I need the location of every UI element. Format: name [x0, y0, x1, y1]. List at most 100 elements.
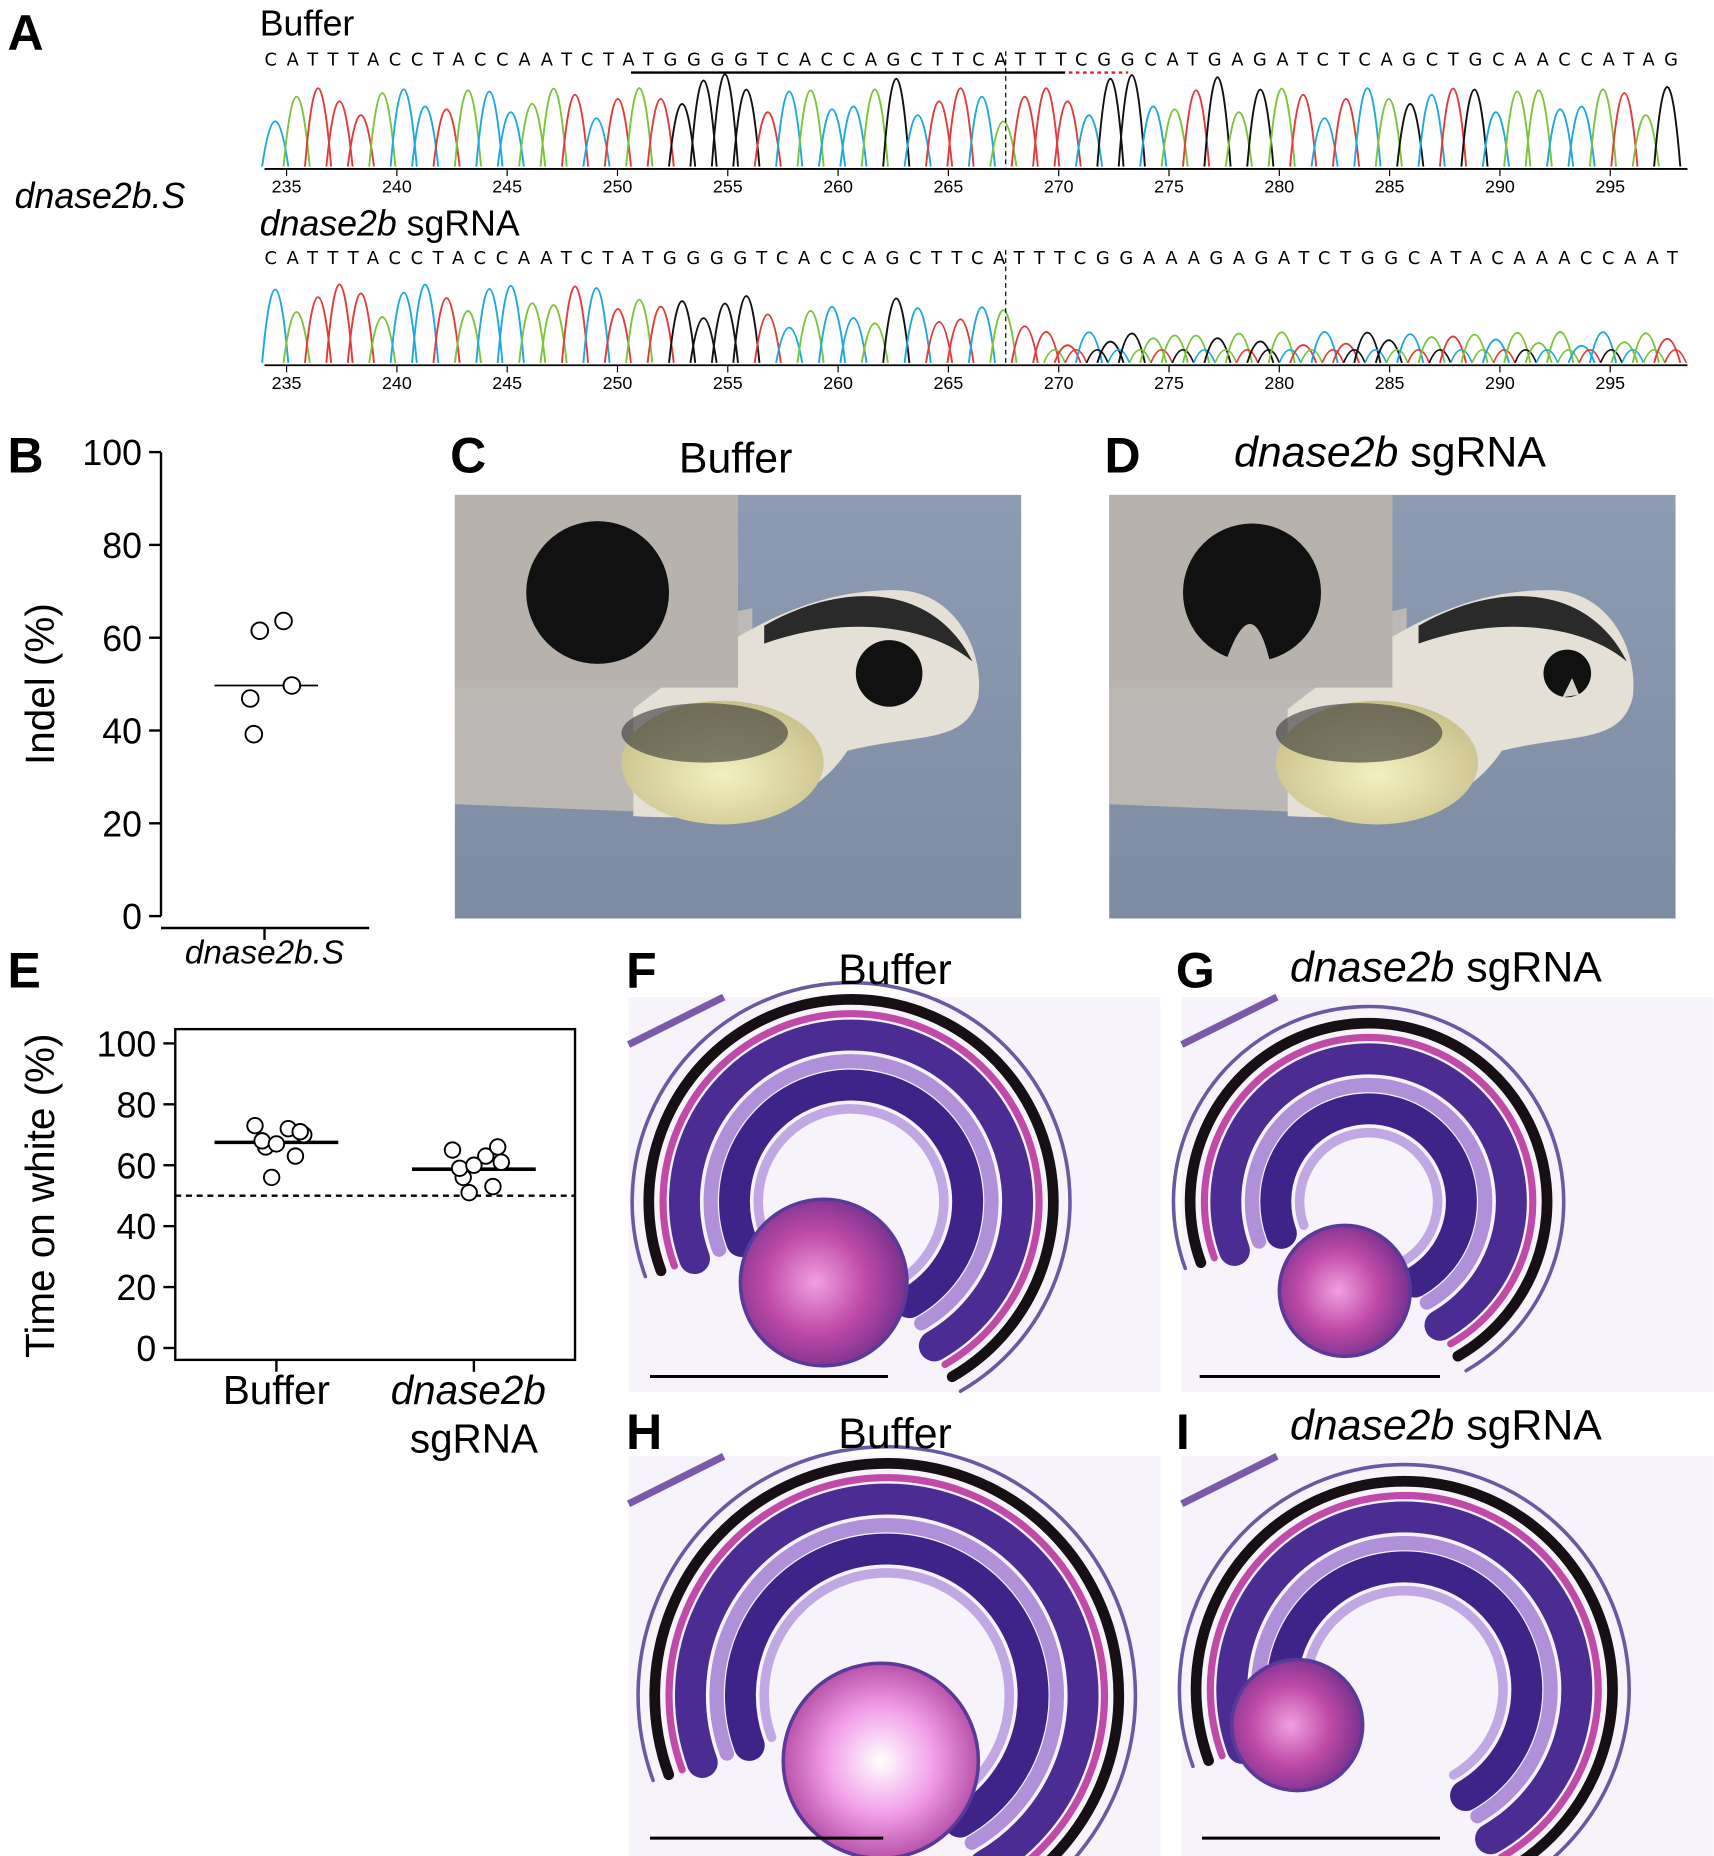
- position-label: 280: [1264, 177, 1294, 197]
- trace-peak: [625, 87, 654, 167]
- trace-peak: [1588, 88, 1618, 167]
- position-label: 270: [1044, 373, 1074, 393]
- trace-peak: [282, 95, 311, 167]
- pigment: [1275, 703, 1443, 763]
- trace-peak: [475, 288, 504, 363]
- data-point: [274, 611, 293, 631]
- y-tick-label: 0: [136, 1329, 156, 1369]
- trace-peak: [1503, 90, 1532, 167]
- trace-peak: [560, 285, 590, 363]
- coloboma: [1225, 624, 1270, 662]
- tissue: [626, 993, 726, 1048]
- trace-peak: [1546, 331, 1575, 364]
- trace-peak: [1171, 348, 1195, 364]
- data-point: [484, 1177, 502, 1196]
- retina-layer: [1177, 1462, 1631, 1856]
- trace-peak: [411, 283, 440, 363]
- pigment: [1418, 596, 1627, 662]
- trace-peak: [1182, 89, 1211, 167]
- trace-peak: [1599, 348, 1623, 364]
- panel-label: G: [1176, 942, 1215, 998]
- y-tick-label: 40: [117, 1207, 157, 1247]
- trace-peak: [1010, 325, 1039, 364]
- data-point: [443, 1141, 462, 1159]
- trace-peak: [882, 77, 911, 167]
- y-tick-label: 20: [102, 804, 142, 844]
- data-point: [267, 1135, 286, 1153]
- retina-layer: [1190, 1475, 1618, 1856]
- position-label: 250: [603, 373, 633, 393]
- retina-layer: [665, 1474, 1109, 1856]
- trace-peak: [989, 309, 1018, 363]
- trace-peak: [1514, 348, 1538, 364]
- panel-label: A: [8, 5, 44, 61]
- trace-peak: [368, 92, 397, 167]
- position-label: 260: [823, 373, 853, 393]
- retina-layer: [636, 1444, 1138, 1856]
- trace-peak: [1524, 89, 1553, 167]
- position-label: 280: [1264, 373, 1294, 393]
- x-tick-label: Buffer: [223, 1367, 330, 1413]
- retina-layer: [1171, 1004, 1566, 1373]
- trace-peak: [1267, 331, 1296, 364]
- trace-peak: [796, 310, 825, 363]
- trace-peak: [1642, 348, 1666, 364]
- panel-label: D: [1104, 427, 1140, 483]
- gene-label: dnase2b.S: [15, 176, 186, 216]
- panel-title: dnase2b sgRNA: [1290, 944, 1602, 992]
- data-point: [291, 1123, 309, 1141]
- trace-peak: [304, 87, 333, 167]
- retina-layer: [643, 994, 1059, 1383]
- position-label: 245: [492, 177, 522, 197]
- position-label: 255: [713, 373, 743, 393]
- coloboma: [1562, 678, 1580, 698]
- trace-peak: [1556, 348, 1580, 364]
- trace-peak: [1310, 331, 1339, 364]
- retina-layer: [1184, 1017, 1553, 1362]
- pigment: [764, 596, 973, 662]
- lens: [1277, 1223, 1413, 1359]
- panel-label: I: [1176, 1404, 1190, 1460]
- tissue: [1180, 1453, 1279, 1508]
- retina-layer: [649, 1458, 1125, 1856]
- data-point: [244, 724, 264, 744]
- trace-peak: [582, 287, 611, 363]
- pigment: [621, 703, 788, 763]
- trace-peak: [1214, 348, 1238, 364]
- trace-peak: [1546, 108, 1575, 167]
- lens: [1229, 1657, 1365, 1793]
- trace-peak: [1032, 331, 1061, 364]
- panel-title: Buffer: [679, 434, 792, 482]
- position-label: 235: [272, 177, 302, 197]
- track-title: Buffer: [260, 4, 355, 44]
- trace-peak: [1224, 332, 1253, 364]
- retina-layer: [724, 1533, 1049, 1838]
- trace-peak: [967, 95, 996, 167]
- data-point: [282, 676, 302, 695]
- position-label: 260: [823, 177, 853, 197]
- panel-title: Buffer: [838, 946, 951, 994]
- trace-peak: [1653, 86, 1682, 167]
- trace-peak: [1610, 92, 1639, 167]
- trace-peak: [1128, 348, 1152, 364]
- panel-title: Buffer: [838, 1410, 951, 1458]
- trace-peak: [1449, 348, 1473, 364]
- position-label: 245: [492, 373, 522, 393]
- trace-peak: [1331, 342, 1360, 364]
- lens: [781, 1661, 981, 1856]
- trace-peak: [603, 97, 632, 167]
- x-tick-label: dnase2b sgRNA: [391, 1367, 557, 1462]
- trace-peak: [1117, 332, 1146, 364]
- position-label: 295: [1595, 373, 1625, 393]
- trace-peak: [1278, 348, 1302, 364]
- panel-label: B: [8, 427, 44, 483]
- trace-peak: [882, 297, 911, 363]
- position-label: 285: [1375, 373, 1405, 393]
- trace-peak: [1578, 348, 1602, 364]
- trace-peak: [689, 79, 718, 167]
- data-point: [246, 1116, 264, 1135]
- position-label: 285: [1375, 177, 1405, 197]
- trace-peak: [817, 108, 847, 167]
- trace-peak: [1053, 344, 1082, 364]
- trace-peak: [518, 302, 547, 363]
